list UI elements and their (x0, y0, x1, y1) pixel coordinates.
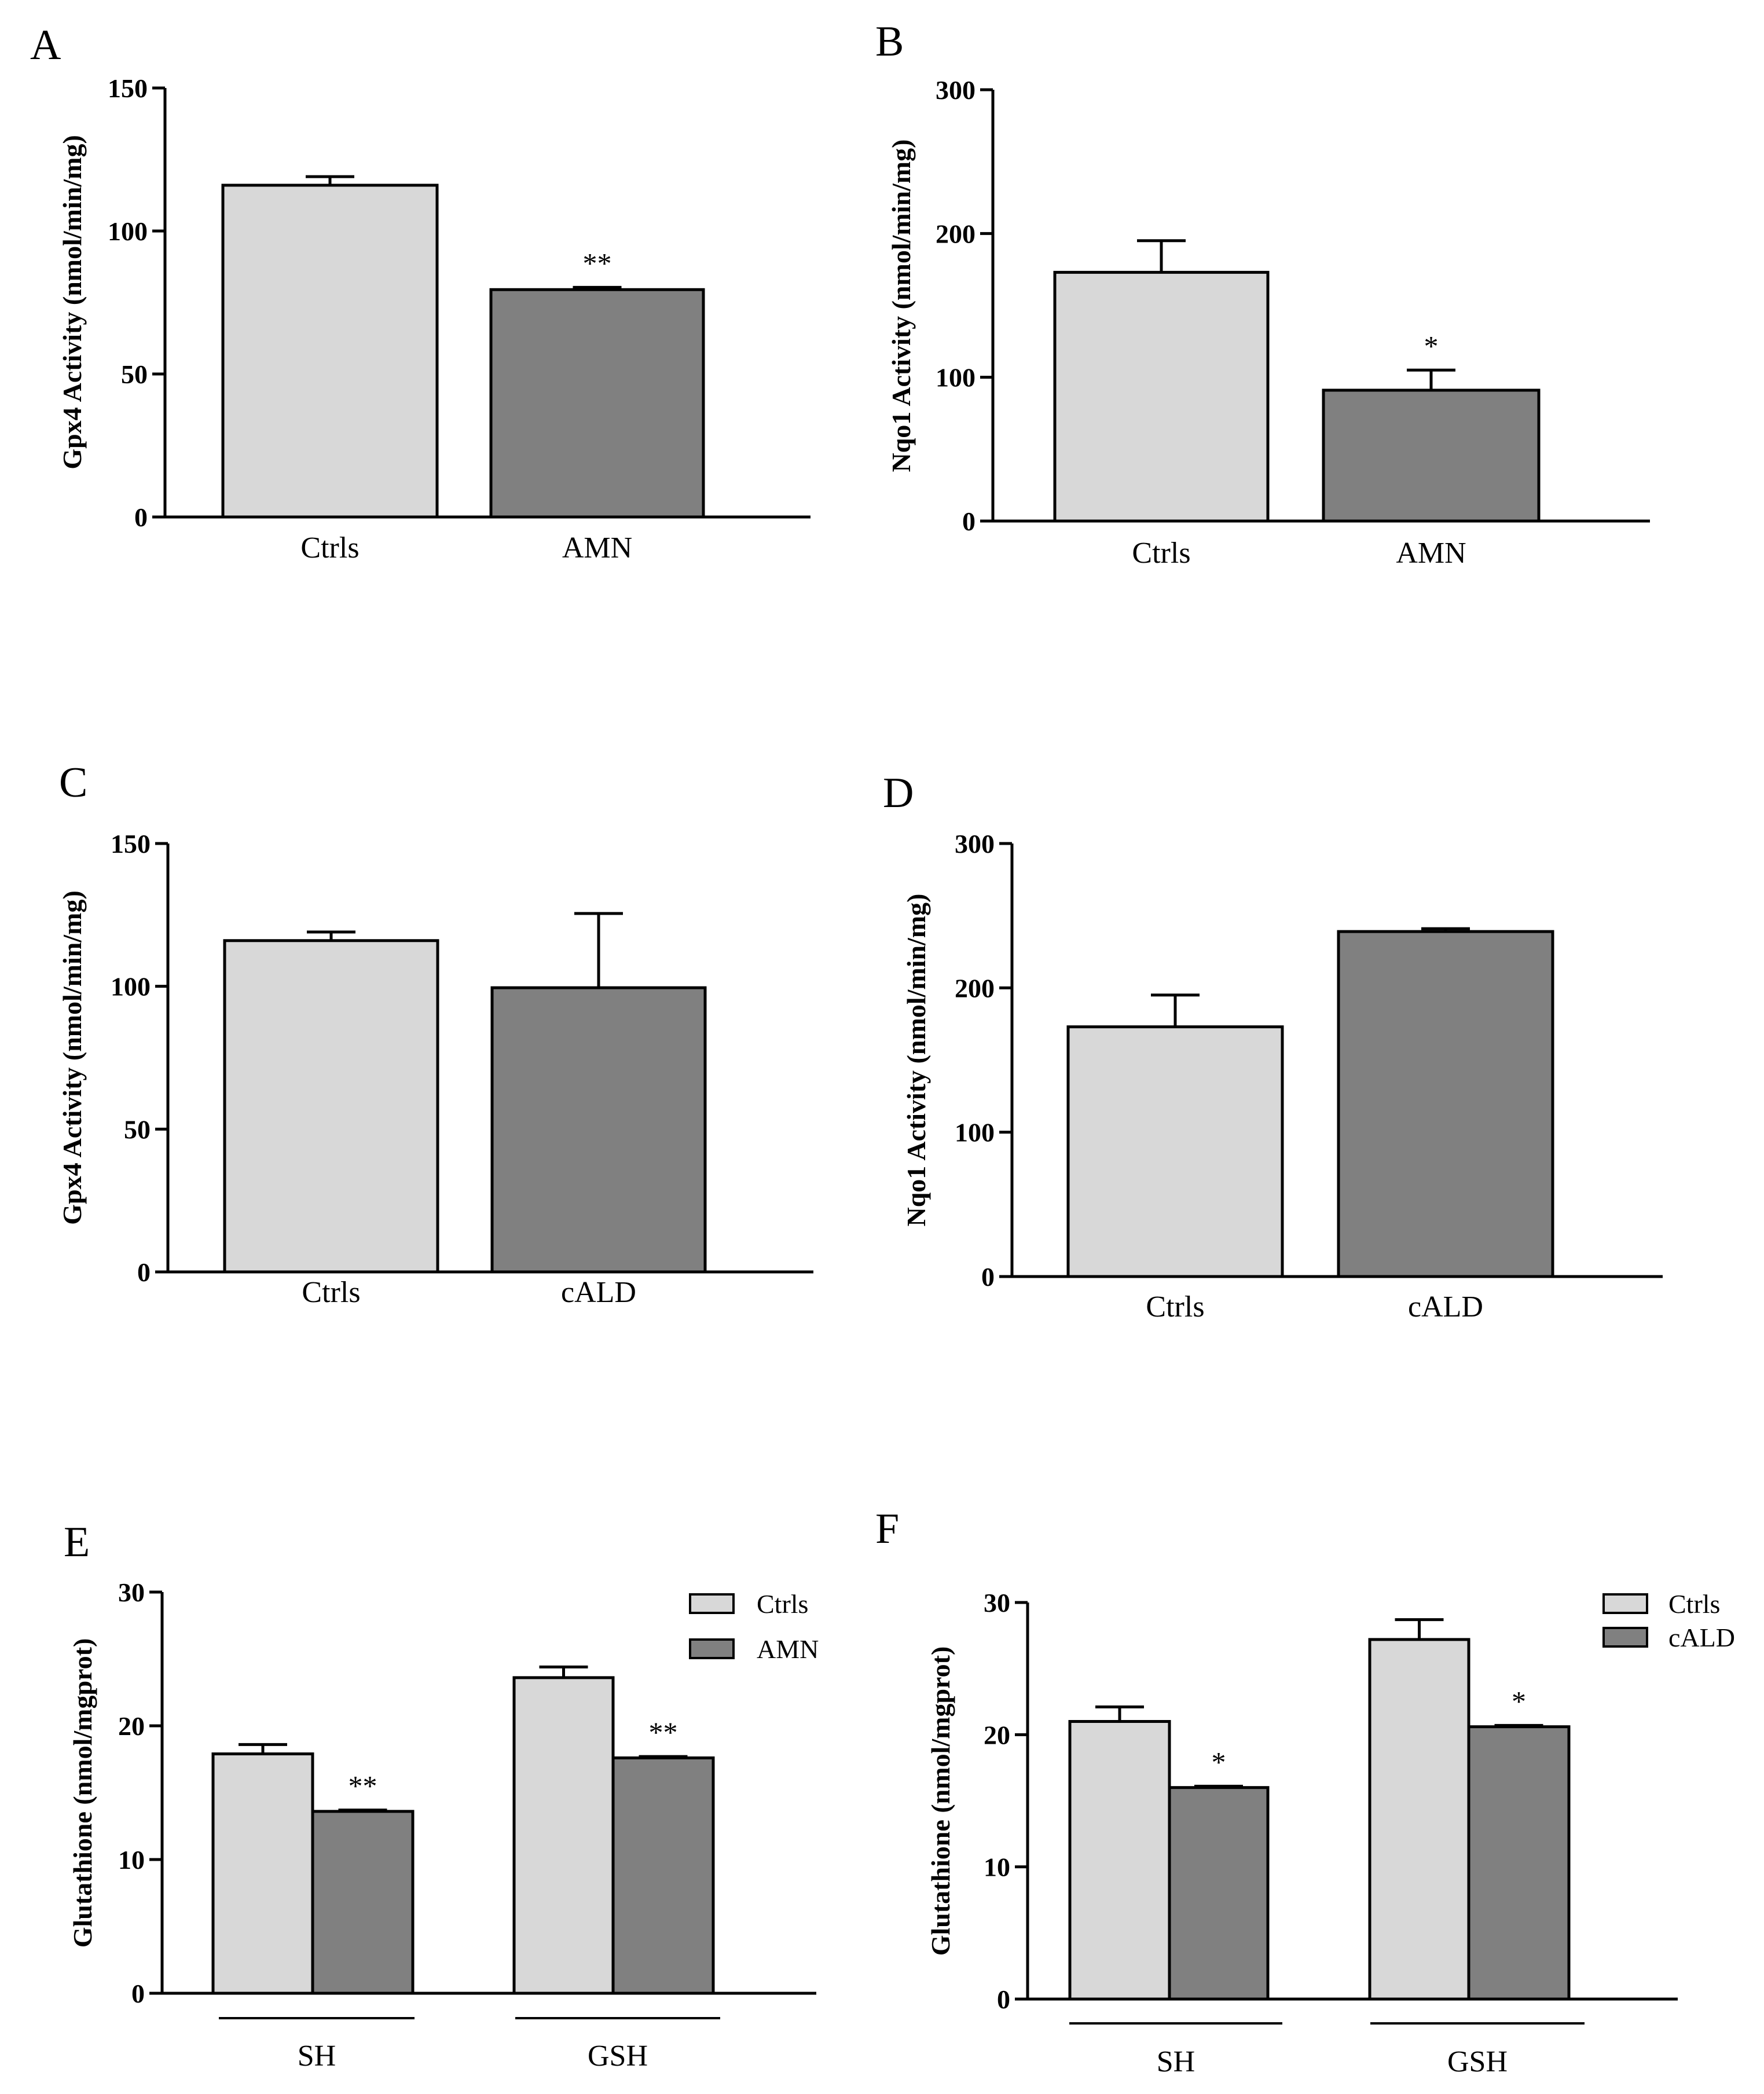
panel-label-c: C (59, 759, 87, 806)
y-tick-label-c-50: 50 (124, 1114, 151, 1144)
x-tick-label-a-ctrls: Ctrls (300, 531, 359, 564)
y-tick-label-d-200: 200 (955, 973, 995, 1003)
y-tick-label-b-300: 300 (936, 75, 975, 105)
bar-a-amn-significance: ** (583, 247, 612, 279)
bar-b-amn-significance: * (1424, 329, 1439, 362)
bar-d-cald (1337, 930, 1554, 1278)
x-tick-label-b-amn: AMN (1396, 537, 1466, 570)
x-tick-label-d-cald: cALD (1408, 1290, 1483, 1323)
bar-f-sh-ctrls (1068, 1720, 1171, 2001)
bar-a-ctrls (221, 184, 439, 519)
bar-f-gsh-cald-significance: * (1512, 1685, 1526, 1717)
y-tick-label-f-20: 20 (984, 1720, 1010, 1750)
x-tick-label-d-ctrls: Ctrls (1146, 1290, 1204, 1323)
y-tick-label-d-0: 0 (981, 1262, 995, 1292)
y-tick-label-f-30: 30 (984, 1588, 1010, 1618)
y-tick-label-f-10: 10 (984, 1853, 1010, 1882)
bar-c-cald (490, 986, 707, 1274)
bar-b-ctrls (1053, 270, 1270, 523)
legend-label-e-ctrls: Ctrls (757, 1589, 808, 1619)
legend-swatch-f-cald (1602, 1627, 1648, 1648)
x-tick-label-f-gsh: GSH (1447, 2045, 1508, 2078)
y-axis-label-e: Glutathione (nmol/mgprot) (68, 1638, 97, 1948)
x-tick-label-e-sh: SH (298, 2040, 336, 2073)
legend-label-f-cald: cALD (1668, 1623, 1735, 1652)
y-axis-label-b: Nqo1 Activity (nmol/min/mg) (886, 140, 916, 472)
y-tick-label-c-100: 100 (111, 972, 151, 1002)
y-axis-label-a: Gpx4 Activity (nmol/min/mg) (57, 135, 87, 470)
bar-f-sh-cald (1168, 1786, 1270, 2001)
y-tick-label-a-0: 0 (134, 503, 148, 532)
bar-f-sh-cald-significance: * (1212, 1745, 1226, 1778)
panel-label-f: F (875, 1505, 899, 1553)
bar-f-gsh-ctrls (1368, 1638, 1470, 2001)
y-tick-label-e-0: 0 (131, 1979, 145, 2008)
legend-swatch-f-ctrls (1602, 1593, 1648, 1614)
y-tick-label-a-50: 50 (121, 360, 148, 389)
y-tick-label-e-20: 20 (118, 1711, 145, 1741)
legend-label-e-amn: AMN (757, 1634, 819, 1664)
bar-e-sh-amn (311, 1810, 415, 1995)
y-axis-label-f: Glutathione (nmol/mgprot) (926, 1646, 955, 1956)
bar-c-ctrls (223, 939, 439, 1274)
y-tick-label-c-150: 150 (111, 829, 151, 859)
x-tick-label-a-amn: AMN (562, 531, 632, 564)
y-tick-label-b-100: 100 (936, 363, 975, 393)
legend-swatch-e-amn (689, 1638, 735, 1659)
legend-label-f-ctrls: Ctrls (1668, 1589, 1720, 1619)
x-tick-label-e-gsh: GSH (588, 2040, 648, 2073)
panel-label-b: B (875, 18, 904, 65)
bar-a-amn (489, 288, 705, 519)
bar-e-gsh-amn (611, 1756, 715, 1995)
x-tick-label-c-cald: cALD (561, 1276, 636, 1309)
y-tick-label-a-100: 100 (108, 217, 148, 246)
bar-d-ctrls (1066, 1025, 1284, 1278)
y-tick-label-d-100: 100 (955, 1118, 995, 1147)
x-tick-label-c-ctrls: Ctrls (302, 1276, 360, 1309)
panel-label-e: E (64, 1519, 90, 1566)
bar-e-sh-amn-significance: ** (349, 1770, 377, 1802)
y-tick-label-c-0: 0 (137, 1257, 151, 1287)
y-axis-label-d: Nqo1 Activity (nmol/min/mg) (901, 894, 931, 1227)
y-axis-label-c: Gpx4 Activity (nmol/min/mg) (57, 890, 87, 1225)
bar-e-sh-ctrls (211, 1752, 314, 1995)
bar-b-amn (1322, 388, 1541, 523)
legend-swatch-e-ctrls (689, 1593, 735, 1614)
y-tick-label-f-0: 0 (997, 1985, 1010, 2014)
y-tick-label-b-200: 200 (936, 219, 975, 248)
y-tick-label-a-150: 150 (108, 74, 148, 103)
y-tick-label-e-10: 10 (118, 1845, 145, 1875)
y-tick-label-d-300: 300 (955, 829, 995, 859)
x-tick-label-b-ctrls: Ctrls (1132, 537, 1190, 570)
panel-label-d: D (883, 769, 914, 817)
bar-f-gsh-cald (1467, 1725, 1571, 2001)
bar-e-gsh-amn-significance: ** (649, 1716, 678, 1748)
x-tick-label-f-sh: SH (1157, 2045, 1195, 2078)
y-tick-label-b-0: 0 (962, 507, 975, 536)
y-tick-label-e-30: 30 (118, 1578, 145, 1607)
panel-label-a: A (30, 21, 61, 69)
bar-e-gsh-ctrls (512, 1676, 615, 1995)
